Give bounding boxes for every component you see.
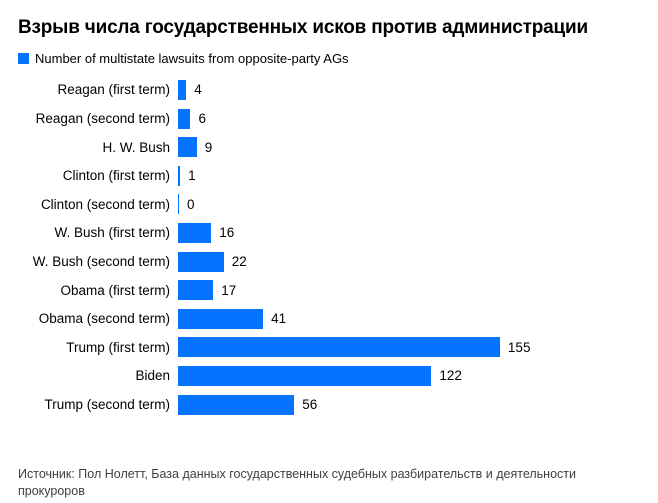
bar xyxy=(178,337,500,358)
chart-row: W. Bush (first term) 16 xyxy=(18,219,640,248)
value-label: 17 xyxy=(221,282,237,298)
chart-row: Clinton (first term) 1 xyxy=(18,161,640,190)
chart-row: H. W. Bush 9 xyxy=(18,133,640,162)
bar xyxy=(178,251,224,272)
bar xyxy=(178,308,264,329)
category-label: Obama (second term) xyxy=(38,311,170,327)
chart-title: Взрыв числа государственных исков против… xyxy=(18,17,588,38)
chart-row: W. Bush (second term) 22 xyxy=(18,247,640,276)
bar xyxy=(178,194,179,215)
bar xyxy=(178,365,432,386)
chart-row: Obama (second term) 41 xyxy=(18,304,640,333)
category-label: Clinton (first term) xyxy=(62,168,170,184)
value-label: 22 xyxy=(231,254,247,270)
chart-row: Biden 122 xyxy=(18,362,640,391)
chart-row: Trump (first term) 155 xyxy=(18,333,640,362)
category-label: Clinton (second term) xyxy=(40,196,170,212)
value-label: 0 xyxy=(187,196,195,212)
category-label: Obama (first term) xyxy=(60,282,170,298)
category-label: Trump (first term) xyxy=(66,339,170,355)
category-label: Reagan (second term) xyxy=(35,111,170,127)
bar xyxy=(178,108,191,129)
chart-row: Reagan (first term) 4 xyxy=(18,76,640,105)
value-label: 6 xyxy=(198,111,206,127)
bar xyxy=(178,79,187,100)
category-label: Trump (second term) xyxy=(44,397,170,413)
value-label: 1 xyxy=(188,168,196,184)
category-label: Reagan (first term) xyxy=(57,82,170,98)
value-label: 4 xyxy=(194,82,202,98)
category-label: Biden xyxy=(135,368,170,384)
bar xyxy=(178,165,181,186)
value-label: 155 xyxy=(507,339,531,355)
bar xyxy=(178,280,214,301)
chart-row: Reagan (second term) 6 xyxy=(18,104,640,133)
bar-chart: Reagan (first term) 4 Reagan (second term)… xyxy=(18,76,640,419)
bar xyxy=(178,394,295,415)
category-label: W. Bush (second term) xyxy=(32,254,170,270)
legend-label: Number of multistate lawsuits from oppos… xyxy=(35,50,349,66)
value-label: 56 xyxy=(302,397,318,413)
legend: Number of multistate lawsuits from oppos… xyxy=(18,51,640,67)
bar xyxy=(178,137,197,158)
chart-row: Obama (first term) 17 xyxy=(18,276,640,305)
source-note: Источник: Пол Нолетт, База данных госуда… xyxy=(18,466,576,499)
bar xyxy=(178,222,212,243)
legend-swatch-icon xyxy=(18,53,29,65)
value-label: 122 xyxy=(439,368,462,384)
value-label: 9 xyxy=(204,139,213,155)
value-label: 41 xyxy=(271,311,287,327)
value-label: 16 xyxy=(219,225,235,241)
chart-row: Trump (second term) 56 xyxy=(18,390,640,419)
category-label: W. Bush (first term) xyxy=(54,225,170,241)
category-label: H. W. Bush xyxy=(102,139,170,155)
chart-row: Clinton (second term) 0 xyxy=(18,190,640,219)
